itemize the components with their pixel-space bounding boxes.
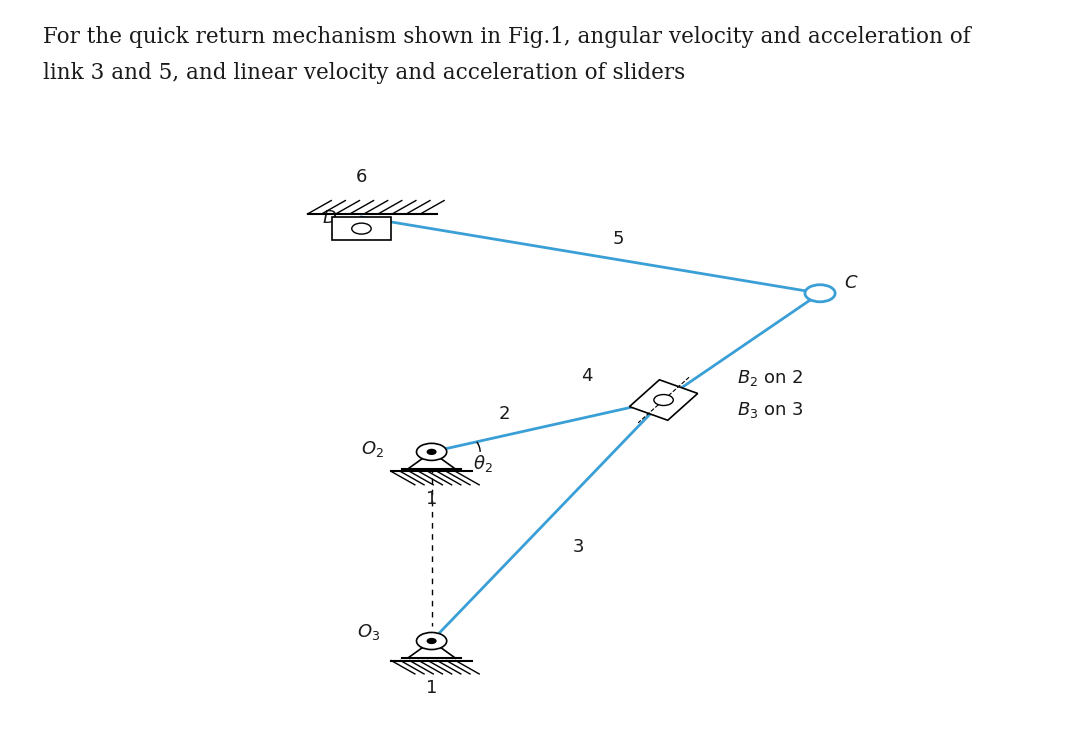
Text: $\theta_2$: $\theta_2$ [473, 453, 492, 474]
Text: 4: 4 [581, 368, 592, 385]
Circle shape [654, 395, 673, 406]
Polygon shape [408, 452, 455, 469]
Polygon shape [408, 641, 455, 658]
Circle shape [427, 449, 436, 454]
Text: 6: 6 [356, 168, 368, 186]
Circle shape [805, 284, 835, 302]
Text: 1: 1 [426, 490, 438, 508]
Bar [332, 217, 391, 240]
Text: 3: 3 [572, 538, 584, 556]
Text: 1: 1 [426, 679, 438, 697]
Text: $O_3$: $O_3$ [357, 622, 381, 642]
Text: 5: 5 [613, 230, 624, 248]
Text: 2: 2 [500, 405, 510, 423]
Text: $B_2$ on 2: $B_2$ on 2 [737, 368, 804, 388]
Polygon shape [629, 380, 698, 420]
Text: C: C [844, 274, 857, 293]
Circle shape [416, 632, 447, 650]
Text: For the quick return mechanism shown in Fig.1, angular velocity and acceleration: For the quick return mechanism shown in … [43, 26, 971, 48]
Circle shape [416, 443, 447, 460]
Text: D: D [323, 209, 337, 227]
Text: $B_3$ on 3: $B_3$ on 3 [737, 401, 804, 420]
Text: link 3 and 5, and linear velocity and acceleration of sliders: link 3 and 5, and linear velocity and ac… [43, 62, 685, 85]
Circle shape [427, 639, 436, 643]
Text: $O_2$: $O_2$ [360, 439, 384, 459]
Circle shape [352, 223, 371, 234]
